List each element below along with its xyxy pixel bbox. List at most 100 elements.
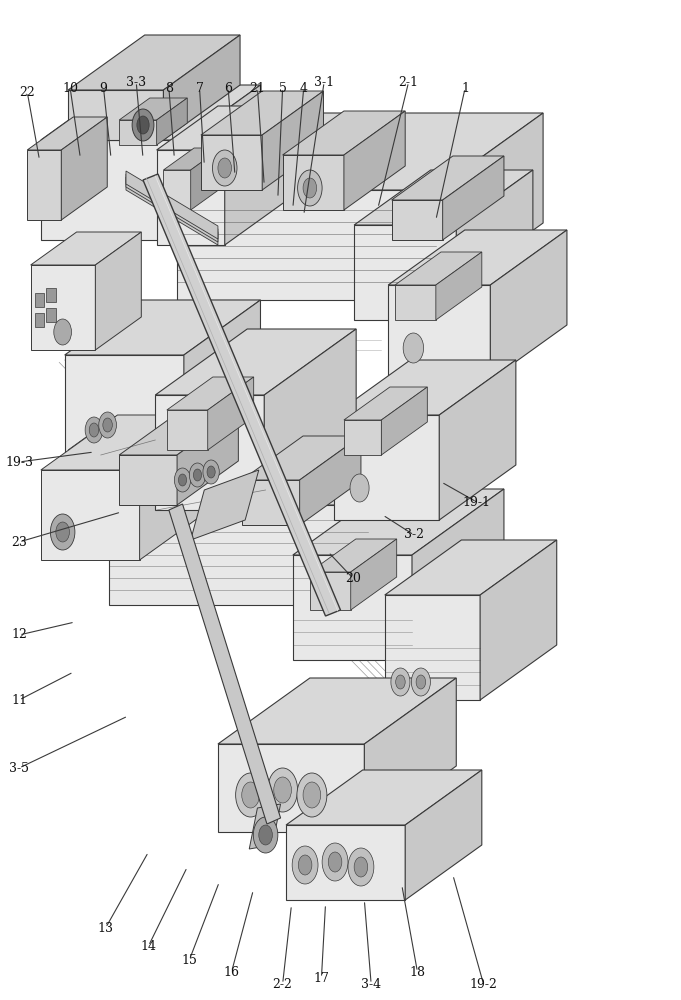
Polygon shape: [344, 420, 381, 455]
Text: 5: 5: [279, 82, 287, 95]
Polygon shape: [286, 825, 405, 900]
Polygon shape: [201, 91, 323, 135]
Text: 17: 17: [313, 972, 330, 984]
Text: 14: 14: [140, 940, 157, 952]
Polygon shape: [392, 200, 443, 240]
Polygon shape: [242, 436, 361, 480]
Circle shape: [322, 843, 348, 881]
Circle shape: [298, 855, 312, 875]
Circle shape: [259, 825, 272, 845]
Text: 3-5: 3-5: [9, 762, 29, 774]
Polygon shape: [27, 117, 108, 150]
Circle shape: [292, 846, 318, 884]
Polygon shape: [443, 156, 504, 240]
Circle shape: [242, 782, 259, 808]
Polygon shape: [334, 415, 439, 520]
Polygon shape: [310, 539, 396, 572]
Polygon shape: [395, 252, 481, 285]
Polygon shape: [364, 678, 456, 832]
Polygon shape: [150, 417, 196, 475]
Polygon shape: [456, 170, 533, 320]
Polygon shape: [65, 300, 260, 355]
Text: 3-4: 3-4: [361, 978, 381, 990]
Polygon shape: [109, 505, 368, 605]
Polygon shape: [412, 489, 504, 660]
Polygon shape: [35, 313, 44, 327]
Polygon shape: [385, 595, 480, 700]
Polygon shape: [405, 770, 482, 900]
Circle shape: [297, 773, 327, 817]
Circle shape: [274, 777, 291, 803]
Circle shape: [303, 782, 321, 808]
Polygon shape: [177, 190, 436, 300]
Polygon shape: [119, 120, 157, 145]
Text: 12: 12: [11, 629, 27, 642]
Polygon shape: [184, 300, 260, 455]
Polygon shape: [191, 148, 221, 210]
Text: 3-3: 3-3: [126, 76, 146, 89]
Circle shape: [50, 514, 75, 550]
Circle shape: [203, 460, 219, 484]
Polygon shape: [41, 415, 217, 470]
Polygon shape: [184, 85, 260, 240]
Text: 13: 13: [97, 922, 114, 934]
Text: 1: 1: [461, 82, 469, 95]
Polygon shape: [31, 232, 142, 265]
Text: 20: 20: [345, 572, 361, 584]
Polygon shape: [167, 410, 208, 450]
Polygon shape: [480, 540, 556, 700]
Polygon shape: [126, 177, 218, 245]
Text: 9: 9: [99, 82, 108, 95]
Text: 23: 23: [11, 536, 27, 548]
Text: 2-1: 2-1: [398, 76, 419, 89]
Polygon shape: [218, 678, 456, 744]
Polygon shape: [388, 285, 490, 380]
Circle shape: [174, 468, 191, 492]
Circle shape: [56, 522, 69, 542]
Polygon shape: [249, 804, 281, 849]
Circle shape: [391, 668, 410, 696]
Text: 18: 18: [409, 966, 426, 978]
Polygon shape: [119, 455, 177, 505]
Polygon shape: [293, 489, 504, 555]
Polygon shape: [68, 450, 150, 475]
Polygon shape: [439, 360, 516, 520]
Polygon shape: [157, 98, 187, 145]
Polygon shape: [385, 540, 556, 595]
Circle shape: [218, 158, 232, 178]
Polygon shape: [201, 135, 262, 190]
Circle shape: [207, 466, 215, 478]
Text: 6: 6: [224, 82, 232, 95]
Circle shape: [85, 417, 103, 443]
Polygon shape: [388, 230, 567, 285]
Circle shape: [396, 675, 405, 689]
Polygon shape: [242, 480, 300, 525]
Text: 16: 16: [223, 966, 240, 978]
Polygon shape: [68, 90, 163, 140]
Text: 4: 4: [300, 82, 308, 95]
Circle shape: [193, 469, 202, 481]
Polygon shape: [167, 377, 253, 410]
Circle shape: [348, 848, 374, 886]
Circle shape: [328, 852, 342, 872]
Polygon shape: [354, 225, 456, 320]
Polygon shape: [283, 111, 405, 155]
Polygon shape: [119, 98, 187, 120]
Polygon shape: [264, 329, 356, 510]
Polygon shape: [95, 232, 142, 350]
Text: 10: 10: [62, 82, 78, 95]
Polygon shape: [68, 417, 196, 450]
Polygon shape: [41, 470, 140, 560]
Polygon shape: [436, 113, 543, 300]
Text: 3-2: 3-2: [404, 528, 424, 542]
Polygon shape: [163, 170, 191, 210]
Polygon shape: [46, 308, 56, 322]
Circle shape: [212, 150, 237, 186]
Circle shape: [103, 418, 112, 432]
Polygon shape: [163, 148, 221, 170]
Circle shape: [99, 412, 116, 438]
Circle shape: [89, 423, 99, 437]
Polygon shape: [68, 35, 240, 90]
Text: 22: 22: [19, 86, 35, 99]
Polygon shape: [35, 293, 44, 307]
